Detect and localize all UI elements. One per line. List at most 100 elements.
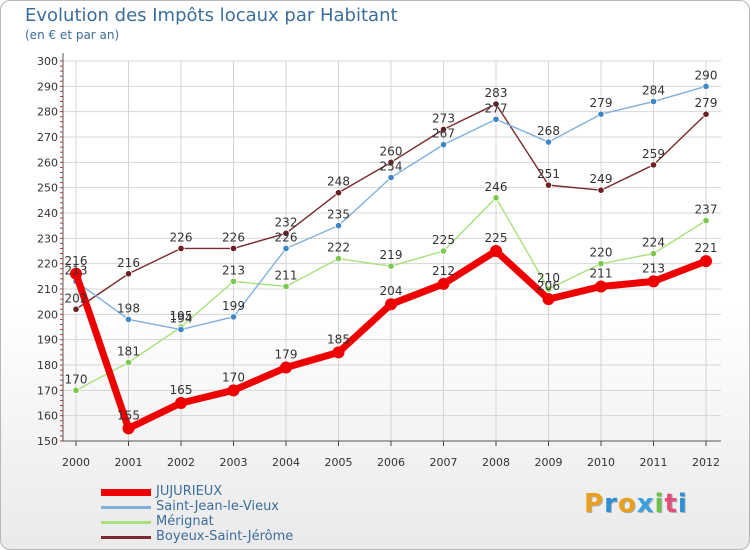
logo-letter: P <box>584 489 605 519</box>
data-point <box>544 138 553 146</box>
x-tick-label: 2005 <box>325 456 353 469</box>
data-point <box>544 181 553 189</box>
series-lines <box>70 82 712 435</box>
data-point <box>282 282 290 291</box>
data-label: 213 <box>222 263 245 277</box>
legend-label: Saint-Jean-le-Vieux <box>156 499 279 514</box>
data-label: 259 <box>642 147 665 161</box>
data-label: 170 <box>222 370 245 384</box>
data-point <box>597 110 605 118</box>
logo-letter: r <box>604 489 618 519</box>
data-label: 284 <box>642 84 665 98</box>
y-tick-label: 240 <box>37 207 58 220</box>
data-point <box>700 255 712 268</box>
data-point <box>175 397 187 409</box>
data-point <box>229 313 238 321</box>
y-tick-label: 160 <box>37 410 58 423</box>
data-point <box>492 100 500 108</box>
logo-letter: i <box>654 489 665 519</box>
data-label: 260 <box>380 144 403 158</box>
y-tick-label: 270 <box>37 131 58 144</box>
data-label: 222 <box>327 241 350 255</box>
data-label: 210 <box>537 271 560 285</box>
x-tick-label: 2002 <box>167 456 195 469</box>
y-tick-label: 210 <box>37 283 58 296</box>
x-tick-label: 2004 <box>272 456 300 469</box>
data-label: 226 <box>170 230 193 244</box>
data-label: 194 <box>170 312 193 326</box>
x-tick-label: 2008 <box>482 456 510 469</box>
data-point <box>387 158 395 166</box>
data-point <box>334 255 343 263</box>
data-label: 211 <box>590 266 613 280</box>
logo-letter: i <box>677 489 688 519</box>
x-tick-label: 2001 <box>115 456 143 469</box>
data-label: 219 <box>380 248 403 262</box>
data-point <box>385 298 397 311</box>
data-label: 170 <box>65 372 88 386</box>
data-point <box>124 270 133 278</box>
legend-item: Saint-Jean-le-Vieux <box>101 499 481 515</box>
x-tick-label: 2010 <box>587 456 615 469</box>
logo-letter: t <box>664 489 678 519</box>
data-point <box>122 422 135 435</box>
data-point <box>177 244 185 253</box>
data-point <box>542 293 555 306</box>
data-label: 212 <box>432 264 455 278</box>
data-label: 216 <box>65 254 88 268</box>
data-label: 155 <box>117 408 140 422</box>
data-point <box>229 277 238 285</box>
chart-legend: JUJURIEUX Saint-Jean-le-Vieux Mérignat Boye… <box>101 484 481 545</box>
data-label: 213 <box>642 261 665 275</box>
data-point <box>595 280 607 293</box>
chart-subtitle: (en € et par an) <box>25 28 120 42</box>
data-point <box>332 346 345 359</box>
x-tick-label: 2011 <box>640 456 668 469</box>
data-point <box>490 245 502 257</box>
x-tick-label: 2006 <box>377 456 405 469</box>
data-point <box>72 305 80 313</box>
data-label: 267 <box>432 127 455 141</box>
data-label: 251 <box>537 167 560 181</box>
data-label: 290 <box>695 68 718 82</box>
data-label: 204 <box>380 284 403 298</box>
data-point <box>702 217 710 225</box>
data-label: 211 <box>275 268 298 282</box>
data-point <box>70 267 82 280</box>
data-label: 273 <box>432 111 455 125</box>
legend-swatch <box>101 489 151 496</box>
y-tick-label: 190 <box>37 334 58 347</box>
legend-item: JUJURIEUX <box>101 484 481 500</box>
data-point <box>437 277 450 290</box>
legend-item: Boyeux-Saint-Jérôme <box>101 529 481 545</box>
data-label: 254 <box>380 160 403 174</box>
data-point <box>597 186 605 194</box>
data-point <box>282 229 290 237</box>
data-label: 202 <box>65 291 88 305</box>
y-tick-label: 220 <box>37 258 58 271</box>
data-point <box>649 249 658 258</box>
axes: 150 160 170 180 190 200 210 220 230 240 250 260 270 2… <box>37 53 721 469</box>
data-point <box>439 141 448 149</box>
data-point <box>227 384 240 397</box>
data-label: 246 <box>485 180 508 194</box>
data-label: 181 <box>117 344 140 358</box>
data-label: 224 <box>642 236 665 250</box>
x-tick-label: 2009 <box>535 456 563 469</box>
legend-swatch <box>101 521 151 524</box>
data-point <box>282 244 290 253</box>
y-tick-label: 290 <box>37 80 58 93</box>
data-label: 277 <box>485 101 508 115</box>
data-label: 268 <box>537 124 560 138</box>
data-point <box>544 285 553 293</box>
data-label: 249 <box>590 172 613 186</box>
data-label: 179 <box>275 348 298 362</box>
data-label: 195 <box>170 309 193 323</box>
data-point <box>229 244 238 253</box>
y-tick-label: 230 <box>37 232 58 245</box>
y-tick-label: 180 <box>37 359 58 372</box>
data-label: 248 <box>327 175 350 189</box>
x-tick-label: 2000 <box>62 456 90 469</box>
